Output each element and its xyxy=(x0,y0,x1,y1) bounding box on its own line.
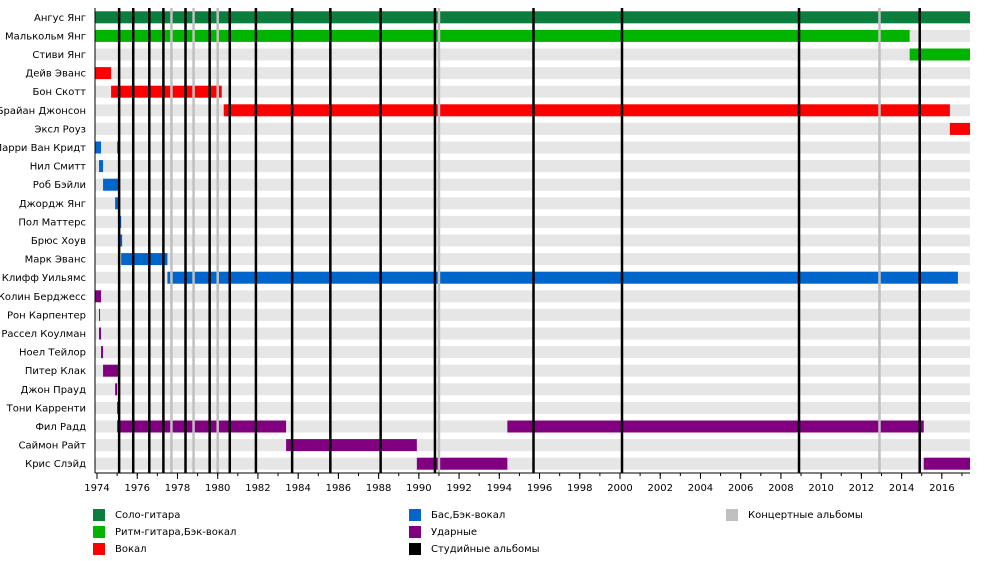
x-tick-label: 1980 xyxy=(205,483,230,494)
member-bar xyxy=(120,234,123,247)
legend-label-studio: Студийные альбомы xyxy=(431,543,540,555)
member-label: Джордж Янг xyxy=(19,199,86,210)
member-label: Тони Карренти xyxy=(6,403,86,414)
legend-label-vocal: Вокал xyxy=(115,543,147,555)
member-bar xyxy=(103,364,120,377)
member-label: Ноел Тейлор xyxy=(19,348,86,359)
member-label: Колин Берджесс xyxy=(0,292,86,303)
member-bar xyxy=(117,401,119,414)
x-tick-label: 1996 xyxy=(527,483,552,494)
legend-label-rhythm: Ритм-гитара,Бэк-вокал xyxy=(115,526,237,538)
member-label: Крис Слэйд xyxy=(25,459,86,470)
member-bar xyxy=(101,346,104,359)
legend-item-lead: Соло-гитара xyxy=(93,509,180,521)
legend-item-drums: Ударные xyxy=(409,526,477,538)
member-bar xyxy=(121,253,168,266)
member-label: Джон Прауд xyxy=(21,385,87,396)
member-label: Рон Карпентер xyxy=(7,310,86,321)
x-tick-label: 1982 xyxy=(245,483,270,494)
member-bar xyxy=(167,271,958,284)
legend-label-bass: Бас,Бэк-вокал xyxy=(431,509,506,521)
x-tick-label: 2000 xyxy=(607,483,632,494)
member-label: Эксл Роуз xyxy=(35,124,86,135)
member-labels: Ангус Янг Малькольм Янг Стиви Янг Дейв Эван… xyxy=(0,13,86,470)
member-label: Пол Маттерс xyxy=(18,217,86,228)
member-bar xyxy=(909,48,970,61)
legend-item-rhythm: Ритм-гитара,Бэк-вокал xyxy=(93,526,236,538)
member-label: Малькольм Янг xyxy=(5,31,86,42)
member-bar xyxy=(923,457,970,470)
member-bar xyxy=(103,178,120,191)
member-bar xyxy=(117,420,287,433)
member-bar xyxy=(99,160,104,173)
x-tick-label: 2006 xyxy=(728,483,753,494)
x-tick-label: 2010 xyxy=(808,483,833,494)
member-label: Роб Бэйли xyxy=(33,180,86,191)
legend-item-bass: Бас,Бэк-вокал xyxy=(409,509,505,521)
legend-item-live: Концертные альбомы xyxy=(726,509,863,521)
member-label: Клифф Уильямс xyxy=(2,273,86,284)
member-label: Ларри Ван Кридт xyxy=(0,143,86,154)
member-bar xyxy=(115,383,118,396)
legend-swatch-lead xyxy=(93,509,105,521)
member-label: Брайан Джонсон xyxy=(0,106,86,117)
member-bar xyxy=(507,420,924,433)
x-tick-label: 2008 xyxy=(768,483,793,494)
member-bar xyxy=(115,197,120,210)
legend-swatch-bass xyxy=(409,509,421,521)
member-label: Марк Эванс xyxy=(25,255,86,266)
x-tick-label: 1976 xyxy=(125,483,150,494)
member-label: Бон Скотт xyxy=(33,87,87,98)
x-tick-label: 1986 xyxy=(326,483,351,494)
member-bar xyxy=(111,85,222,98)
legend-swatch-rhythm xyxy=(93,526,105,538)
legend-swatch-live xyxy=(726,509,738,521)
member-bar xyxy=(416,457,508,470)
member-bar xyxy=(99,308,101,321)
member-bar xyxy=(95,141,102,154)
member-label: Нил Смитт xyxy=(30,162,86,173)
legend-label-drums: Ударные xyxy=(431,526,478,538)
member-bar xyxy=(95,67,112,80)
member-bar xyxy=(95,290,102,303)
legend-swatch-vocal xyxy=(93,543,105,555)
x-tick-label: 1990 xyxy=(406,483,431,494)
member-label: Дейв Эванс xyxy=(25,69,86,80)
x-tick-label: 1992 xyxy=(446,483,471,494)
x-tick-label: 1988 xyxy=(366,483,391,494)
legend-swatch-drums xyxy=(409,526,421,538)
x-tick-label: 2004 xyxy=(688,483,713,494)
x-tick-label: 2002 xyxy=(648,483,673,494)
legend-item-vocal: Вокал xyxy=(93,543,147,555)
member-bar xyxy=(99,327,102,340)
x-tick-label: 1978 xyxy=(165,483,190,494)
member-bar xyxy=(223,104,950,117)
member-label: Брюс Хоув xyxy=(31,236,86,247)
member-label: Саймон Райт xyxy=(19,441,87,452)
legend-item-studio: Студийные альбомы xyxy=(409,543,540,555)
x-axis: 1974 1976 1978 1980 1982 1984 1986 1988 1990 1992… xyxy=(84,8,970,494)
x-tick-label: 1984 xyxy=(285,483,310,494)
member-label: Стиви Янг xyxy=(32,50,86,61)
member-bar xyxy=(286,439,417,452)
member-label: Фил Радд xyxy=(35,422,86,433)
legend-label-lead: Соло-гитара xyxy=(115,509,181,521)
member-bar xyxy=(95,29,910,42)
member-label: Питер Клак xyxy=(25,366,86,377)
x-tick-label: 2016 xyxy=(929,483,954,494)
x-tick-label: 2014 xyxy=(889,483,914,494)
member-bar xyxy=(949,122,970,135)
member-label: Рассел Коулман xyxy=(1,329,86,340)
legend-swatch-studio xyxy=(409,543,421,555)
x-tick-label: 1994 xyxy=(487,483,512,494)
x-tick-label: 1974 xyxy=(84,483,109,494)
x-tick-label: 2012 xyxy=(849,483,874,494)
member-label: Ангус Янг xyxy=(34,13,86,24)
legend-label-live: Концертные альбомы xyxy=(748,509,863,521)
x-tick-label: 1998 xyxy=(567,483,592,494)
album-lines xyxy=(117,8,921,473)
